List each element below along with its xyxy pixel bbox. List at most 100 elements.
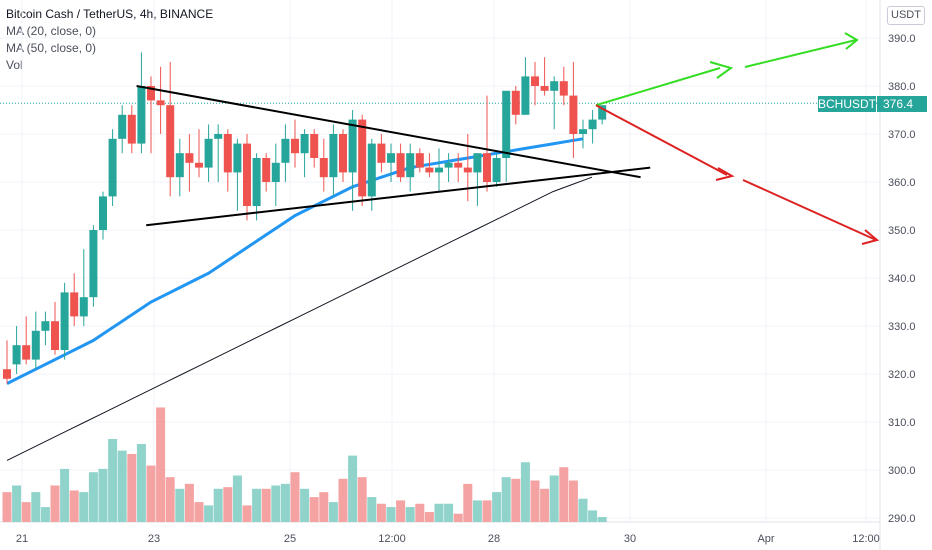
candle-body	[166, 105, 175, 178]
candle-body	[531, 76, 539, 86]
volume-bar	[117, 450, 127, 522]
volume-bar	[136, 443, 146, 522]
volume-bar	[520, 462, 530, 522]
legend-title[interactable]: Bitcoin Cash / TetherUS, 4h, BINANCE	[6, 7, 214, 21]
candle-body	[79, 297, 88, 317]
volume-bar	[194, 502, 204, 522]
volume-bar	[300, 488, 310, 522]
candle-body	[502, 90, 511, 158]
volume-bar	[530, 480, 540, 522]
candle-body	[233, 143, 242, 173]
symbol-price-tag: BCHUSDT	[818, 96, 877, 112]
volume-bar	[12, 485, 22, 522]
candle-body	[108, 138, 117, 197]
legend-ma50[interactable]: MA (50, close, 0)	[6, 41, 97, 55]
candle-body	[358, 119, 367, 197]
volume-bar	[549, 475, 559, 522]
volume-bar	[2, 492, 12, 522]
candle-body	[521, 76, 530, 115]
x-tick-label: 21	[16, 533, 28, 545]
candle-body	[463, 167, 472, 173]
volume-bar	[319, 492, 329, 522]
volume-bar	[204, 505, 214, 522]
volume-bar	[108, 439, 118, 522]
volume-bar	[559, 467, 569, 522]
candle-body	[415, 153, 424, 168]
candle-body	[3, 369, 11, 379]
volume-bar	[127, 453, 137, 522]
candle-body	[51, 321, 59, 350]
volume-bar	[453, 513, 463, 522]
volume-bar	[271, 485, 281, 522]
candle-body	[41, 321, 50, 331]
volume-bar	[146, 465, 156, 522]
legend-ma20[interactable]: MA (20, close, 0)	[6, 24, 97, 38]
candle-body	[12, 345, 21, 365]
candle-body	[406, 153, 415, 178]
candle-body	[483, 153, 491, 182]
volume-bar	[348, 455, 358, 522]
last-price-tag: 376.4	[877, 96, 927, 112]
candle-body	[147, 86, 155, 101]
volume-bar	[472, 500, 482, 522]
x-tick-label: 30	[624, 533, 636, 545]
volume-bar	[501, 477, 511, 522]
candle-body	[89, 230, 98, 298]
candle-body	[204, 138, 213, 168]
candle-body	[559, 81, 568, 96]
volume-bar	[338, 478, 348, 522]
candle-body	[310, 134, 319, 158]
volume-bar	[165, 477, 175, 522]
volume-bar	[50, 485, 60, 522]
volume-bar	[463, 483, 473, 522]
volume-bar	[21, 502, 31, 522]
volume-bar	[424, 512, 434, 522]
legend-vol[interactable]: Vol	[6, 58, 23, 72]
candle-body	[118, 114, 127, 139]
candle-body	[127, 114, 136, 144]
x-tick-label: 28	[488, 533, 500, 545]
x-tick-label: 12:00	[378, 533, 406, 545]
volume-bar	[597, 517, 607, 522]
x-tick-label: 23	[148, 533, 160, 545]
candle-body	[454, 162, 463, 168]
candle-body	[291, 138, 299, 154]
candle-body	[540, 86, 549, 91]
y-tick-label: 300.0	[888, 465, 916, 477]
volume-bar	[232, 475, 242, 522]
candle-body	[185, 153, 194, 163]
volume-bar	[242, 505, 252, 522]
volume-bar	[290, 472, 300, 522]
candle-body	[579, 129, 587, 134]
currency-button[interactable]: USDT	[887, 6, 925, 25]
candle-body	[262, 158, 271, 182]
candle-body	[329, 134, 338, 178]
candle-body	[281, 138, 290, 163]
volume-bar	[60, 468, 70, 522]
candle-body	[367, 143, 376, 197]
volume-bar	[482, 500, 492, 522]
candle-body	[492, 158, 501, 182]
volume-bar	[328, 502, 338, 522]
bearish-projection-1	[595, 104, 728, 176]
volume-bar	[252, 488, 262, 522]
candle-body	[588, 119, 597, 130]
candle-body	[137, 86, 146, 144]
volume-bar	[280, 483, 290, 522]
candle-body	[377, 143, 386, 163]
bullish-projection-1	[595, 67, 721, 107]
candle-body	[348, 119, 357, 173]
candle-body	[252, 158, 261, 206]
volume-bar	[223, 487, 233, 522]
y-tick-label: 310.0	[888, 417, 916, 429]
bullish-arrowhead-2	[844, 32, 859, 50]
y-tick-label: 360.0	[888, 177, 916, 189]
ma50-line	[6, 176, 593, 461]
candle-body	[319, 158, 328, 178]
bearish-projection-2	[742, 179, 877, 241]
candle-body	[425, 167, 434, 173]
candle-body	[70, 292, 79, 317]
volume-bar	[415, 503, 425, 522]
volume-bar	[31, 492, 41, 522]
